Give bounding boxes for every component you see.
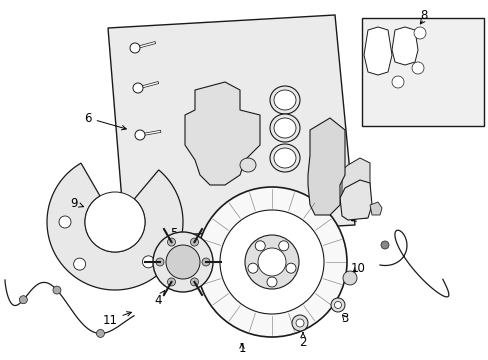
Circle shape [258, 248, 285, 276]
Circle shape [391, 76, 403, 88]
Circle shape [85, 192, 145, 252]
Polygon shape [341, 158, 369, 210]
Circle shape [285, 263, 295, 273]
Circle shape [413, 27, 425, 39]
Polygon shape [184, 82, 260, 185]
Circle shape [342, 271, 356, 285]
Circle shape [190, 278, 198, 286]
Circle shape [295, 319, 304, 327]
Text: 2: 2 [299, 333, 306, 348]
Circle shape [202, 258, 209, 266]
Circle shape [190, 238, 198, 246]
Circle shape [334, 302, 341, 309]
Circle shape [59, 216, 71, 228]
Text: 6: 6 [84, 112, 126, 130]
Circle shape [130, 43, 140, 53]
Circle shape [53, 286, 61, 294]
Circle shape [197, 187, 346, 337]
Ellipse shape [240, 158, 256, 172]
Text: 4: 4 [154, 291, 164, 306]
Polygon shape [47, 163, 183, 290]
Circle shape [247, 263, 258, 273]
Circle shape [133, 83, 142, 93]
Text: 3: 3 [341, 311, 348, 324]
Text: 8: 8 [420, 9, 427, 22]
Polygon shape [363, 27, 391, 75]
Circle shape [244, 235, 298, 289]
Text: 5: 5 [170, 226, 177, 242]
Text: 1: 1 [238, 342, 245, 355]
Circle shape [278, 241, 288, 251]
Text: 11: 11 [102, 312, 131, 327]
Circle shape [20, 296, 27, 304]
Polygon shape [307, 118, 345, 215]
Circle shape [74, 258, 85, 270]
Circle shape [167, 238, 175, 246]
Circle shape [380, 241, 388, 249]
Polygon shape [391, 27, 417, 65]
Ellipse shape [273, 90, 295, 110]
Ellipse shape [273, 118, 295, 138]
Text: 10: 10 [350, 261, 365, 274]
Circle shape [220, 210, 324, 314]
Ellipse shape [273, 148, 295, 168]
Circle shape [411, 62, 423, 74]
Text: 7: 7 [351, 208, 370, 221]
Circle shape [153, 232, 213, 292]
Polygon shape [108, 15, 354, 238]
Circle shape [165, 245, 200, 279]
Ellipse shape [269, 144, 299, 172]
Ellipse shape [269, 86, 299, 114]
Circle shape [135, 130, 145, 140]
Circle shape [142, 256, 154, 268]
Ellipse shape [269, 114, 299, 142]
Polygon shape [339, 180, 371, 220]
Text: 9: 9 [70, 197, 83, 210]
Circle shape [291, 315, 307, 331]
Circle shape [156, 258, 163, 266]
Circle shape [255, 241, 264, 251]
Polygon shape [369, 202, 381, 215]
Circle shape [330, 298, 345, 312]
Circle shape [266, 277, 276, 287]
Circle shape [167, 278, 175, 286]
Circle shape [96, 329, 104, 337]
FancyBboxPatch shape [361, 18, 483, 126]
